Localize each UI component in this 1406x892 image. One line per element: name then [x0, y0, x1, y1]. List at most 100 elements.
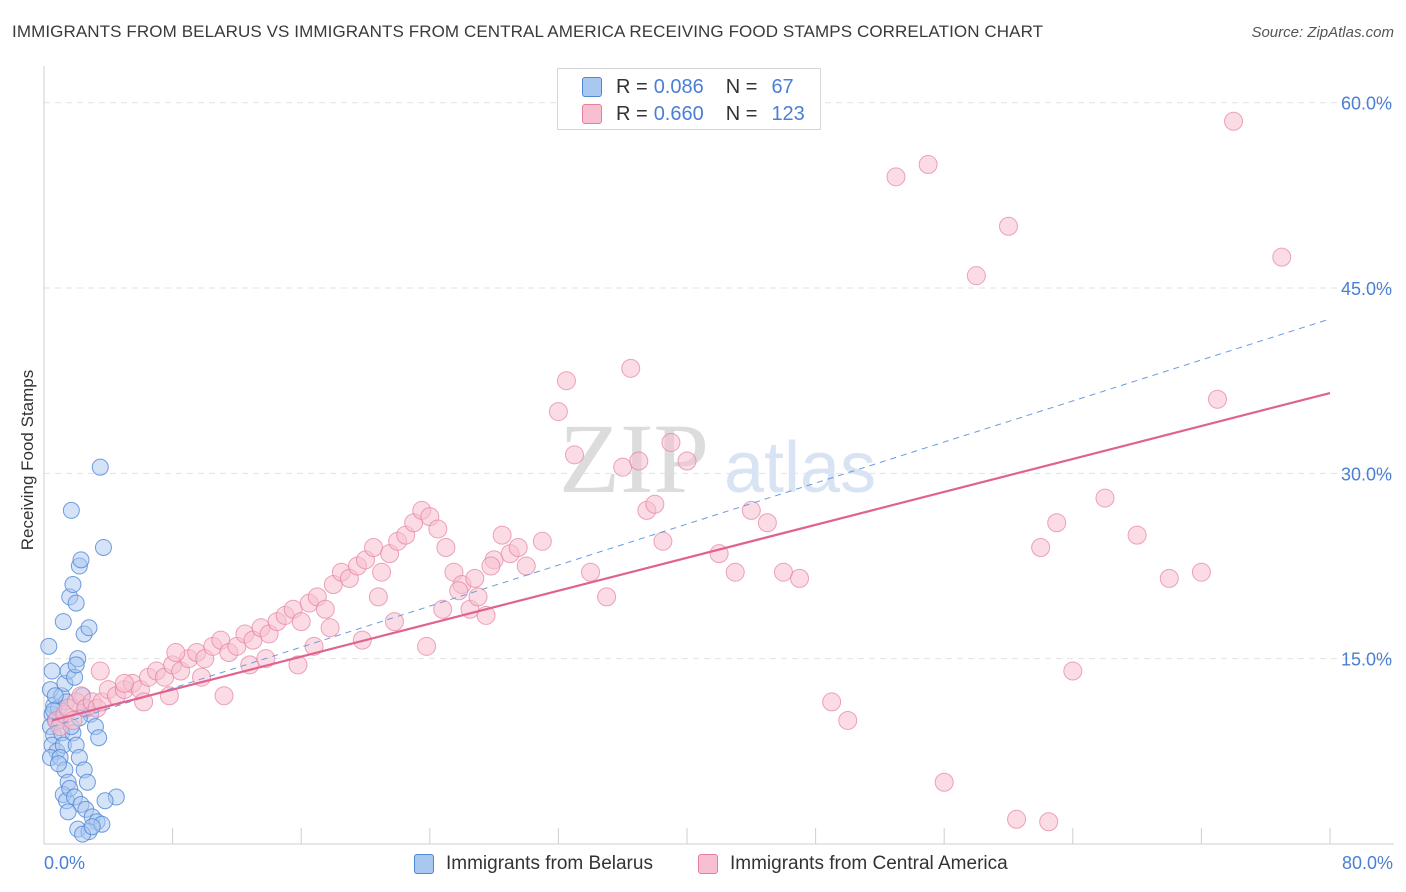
y-tick-label: 60.0% — [1341, 94, 1392, 114]
correlation-legend: R = 0.086 N = 67 R = 0.660 N = 123 — [557, 68, 821, 130]
data-point-belarus — [64, 576, 82, 594]
data-point-belarus — [96, 792, 114, 810]
data-point-central-america — [417, 636, 437, 656]
data-point-central-america — [291, 612, 311, 632]
data-point-central-america — [1007, 809, 1027, 829]
trend-lines — [51, 318, 1331, 728]
trend-line-central-america — [51, 391, 1331, 722]
bottom-legend-label-belarus: Immigrants from Belarus — [446, 853, 653, 874]
data-point-central-america — [556, 371, 576, 391]
data-point-central-america — [886, 167, 906, 187]
data-point-central-america — [725, 562, 745, 582]
data-point-central-america — [1191, 562, 1211, 582]
data-point-belarus — [62, 501, 80, 519]
data-point-central-america — [773, 562, 793, 582]
bottom-legend-central-america: Immigrants from Central America — [698, 852, 1008, 876]
data-point-central-america — [581, 562, 601, 582]
data-point-central-america — [1207, 389, 1227, 409]
legend-n-value: 67 — [771, 75, 794, 98]
x-tick-label: 80.0% — [1342, 853, 1393, 873]
data-point-central-america — [320, 618, 340, 638]
data-point-central-america — [918, 154, 938, 174]
data-point-central-america — [548, 402, 568, 422]
data-point-central-america — [1095, 488, 1115, 508]
data-point-central-america — [613, 457, 633, 477]
data-point-central-america — [315, 599, 335, 619]
data-point-central-america — [1127, 525, 1147, 545]
y-axis-label: Receiving Food Stamps — [18, 369, 37, 551]
data-point-central-america — [999, 216, 1018, 236]
data-point-central-america — [677, 451, 697, 471]
bottom-legend-label-central-america: Immigrants from Central America — [730, 853, 1008, 874]
data-point-belarus — [72, 551, 90, 569]
data-point-central-america — [838, 710, 858, 730]
data-point-belarus — [83, 818, 101, 836]
data-point-central-america — [516, 556, 536, 576]
data-point-central-america — [372, 562, 392, 582]
data-point-central-america — [468, 587, 488, 607]
data-point-central-america — [492, 525, 512, 545]
legend-r-label: R = — [616, 102, 648, 125]
data-point-central-america — [532, 531, 552, 551]
data-point-central-america — [629, 451, 649, 471]
data-point-belarus — [49, 755, 67, 773]
chart-title: IMMIGRANTS FROM BELARUS VS IMMIGRANTS FR… — [12, 22, 1044, 41]
data-point-central-america — [653, 531, 673, 551]
legend-swatch-central-america — [582, 104, 602, 124]
data-point-central-america — [114, 673, 134, 693]
data-point-central-america — [368, 587, 388, 607]
legend-row-belarus: R = 0.086 N = 67 — [582, 74, 794, 100]
grid-lines — [44, 102, 1394, 660]
data-point-belarus — [40, 637, 58, 655]
data-point-central-america — [364, 537, 384, 557]
data-point-central-america — [1159, 568, 1179, 588]
data-point-central-america — [1063, 661, 1083, 681]
legend-n-label: N = — [725, 102, 758, 125]
data-point-belarus — [80, 619, 98, 637]
data-point-central-america — [214, 686, 234, 706]
watermark-atlas: atlas — [724, 428, 876, 508]
data-point-central-america — [1224, 111, 1244, 131]
data-point-belarus — [67, 594, 85, 612]
data-point-central-america — [288, 655, 308, 675]
data-point-central-america — [757, 513, 777, 533]
data-point-central-america — [428, 519, 448, 539]
data-point-central-america — [822, 692, 842, 712]
data-point-belarus — [91, 458, 109, 476]
data-point-central-america — [433, 599, 453, 619]
y-tick-label: 45.0% — [1341, 279, 1392, 299]
legend-n-label: N = — [725, 75, 758, 98]
bottom-legend-swatch-belarus — [414, 854, 434, 874]
data-point-central-america — [166, 643, 186, 662]
legend-n-value: 123 — [771, 102, 805, 125]
data-point-central-america — [741, 500, 761, 520]
data-point-central-america — [508, 537, 528, 557]
data-point-belarus — [46, 687, 64, 705]
data-point-central-america — [465, 568, 485, 588]
bottom-legend-swatch-central-america — [698, 854, 718, 874]
data-point-belarus — [94, 538, 112, 556]
data-point-central-america — [449, 581, 469, 601]
trend-line-belarus — [51, 318, 1331, 728]
data-point-central-america — [661, 432, 681, 452]
data-point-central-america — [481, 556, 501, 576]
data-point-belarus — [43, 662, 61, 680]
y-tick-label: 30.0% — [1341, 464, 1392, 484]
data-point-belarus — [78, 773, 96, 791]
data-point-central-america — [934, 772, 954, 792]
data-point-central-america — [384, 612, 404, 632]
data-point-central-america — [564, 445, 584, 465]
axes — [43, 66, 1394, 845]
data-point-belarus — [90, 729, 108, 747]
data-point-central-america — [1272, 247, 1292, 267]
data-point-central-america — [1047, 513, 1067, 533]
data-point-belarus — [67, 656, 85, 674]
data-point-central-america — [90, 661, 110, 681]
data-point-central-america — [621, 358, 641, 378]
data-point-central-america — [1031, 537, 1051, 557]
legend-r-value: 0.086 — [653, 75, 704, 98]
source-credit: Source: ZipAtlas.com — [1251, 24, 1394, 41]
data-point-central-america — [436, 537, 456, 557]
data-point-central-america — [597, 587, 617, 607]
